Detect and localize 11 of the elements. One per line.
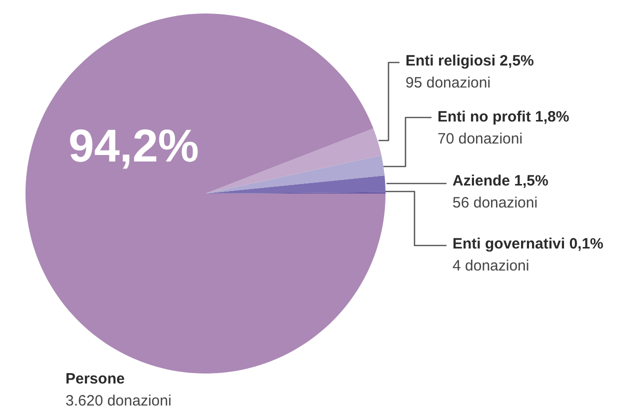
text: 70 donazioni bbox=[438, 130, 523, 148]
slice-label: Enti no profit 1,8% bbox=[438, 108, 570, 126]
text: 3.620 donazioni bbox=[66, 392, 172, 409]
text: 95 donazioni bbox=[406, 74, 491, 92]
text: 4 donazioni bbox=[452, 258, 530, 274]
slice-label: Enti religiosi 2,5% bbox=[406, 52, 534, 70]
slice-label: Aziende 1,5% bbox=[452, 172, 548, 190]
text: 56 donazioni bbox=[452, 194, 538, 212]
slice-label: Enti governativi 0,1% bbox=[452, 236, 604, 252]
data-label: 94,2% bbox=[68, 120, 199, 172]
slice-label: Persone bbox=[66, 370, 125, 388]
